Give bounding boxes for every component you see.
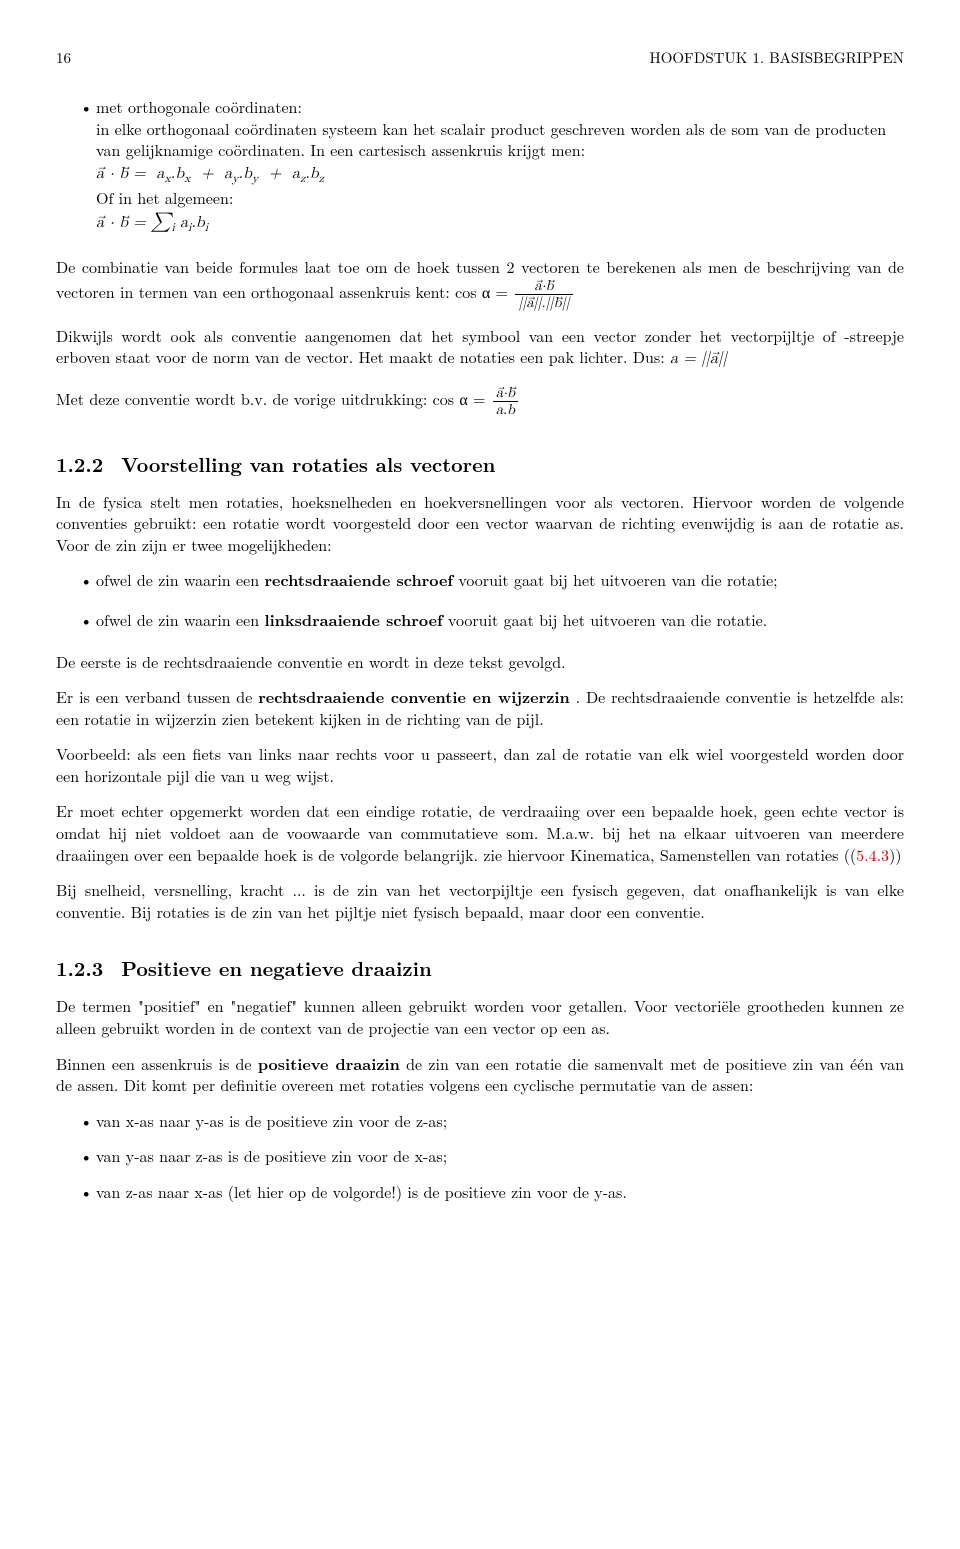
paragraph: Binnen een assenkruis is de positieve dr…: [56, 1053, 904, 1096]
fraction: a⃗·b⃗ a.b: [491, 385, 520, 418]
paragraph: Dikwijls wordt ook als conventie aangeno…: [56, 325, 904, 371]
paragraph: In de fysica stelt men rotaties, hoeksne…: [56, 491, 904, 556]
list-item: van y-as naar z-as is de positieve zin v…: [80, 1145, 904, 1167]
text: vooruit gaat bij het uitvoeren van die r…: [453, 568, 778, 591]
chapter-title: HOOFDSTUK 1. BASISBEGRIPPEN: [649, 48, 904, 68]
bold-term: rechtsdraaiende conventie en wijzerzin: [258, 685, 570, 708]
list-item: van z-as naar x-as (let hier op de volgo…: [80, 1181, 904, 1203]
bullet-list-ortho: met orthogonale coördinaten: in elke ort…: [56, 96, 904, 236]
paragraph: Er moet echter opgemerkt worden dat een …: [56, 800, 904, 865]
text: Binnen een assenkruis is de: [56, 1052, 258, 1075]
text: ofwel de zin waarin een: [96, 608, 264, 631]
fraction: a⃗·b⃗ ||a⃗||.||b⃗||: [513, 278, 574, 311]
list-item: ofwel de zin waarin een rechtsdraaiende …: [80, 569, 904, 591]
section-heading-122: 1.2.2 Voorstelling van rotaties als vecto…: [56, 450, 904, 477]
bold-term: linksdraaiende schroef: [264, 608, 442, 631]
paragraph: De combinatie van beide formules laat to…: [56, 256, 904, 310]
list-item: ofwel de zin waarin een linksdraaiende s…: [80, 609, 904, 631]
text: De combinatie van beide formules laat to…: [56, 255, 904, 302]
text: Er is een verband tussen de: [56, 685, 258, 708]
section-heading-123: 1.2.3 Positieve en negatieve draaizin: [56, 954, 904, 981]
bold-term: rechtsdraaiende schroef: [264, 568, 453, 591]
equation: a⃗ · b⃗ = ax.bx + ay.by + az.bz: [96, 166, 324, 182]
section-title: Positieve en negatieve draaizin: [121, 953, 432, 982]
text: Met deze conventie wordt b.v. de vorige …: [56, 387, 491, 410]
section-title: Voorstelling van rotaties als vectoren: [121, 449, 495, 478]
paragraph: Bij snelheid, versnelling, kracht ... is…: [56, 879, 904, 922]
text: )): [889, 843, 901, 866]
paragraph: Er is een verband tussen de rechtsdraaie…: [56, 686, 904, 729]
bullet-intro: met orthogonale coördinaten:: [96, 95, 302, 118]
page-number: 16: [56, 48, 71, 68]
list-item: met orthogonale coördinaten: in elke ort…: [80, 96, 904, 236]
bullet-list-assen: van x-as naar y-as is de positieve zin v…: [56, 1110, 904, 1203]
text: Dikwijls wordt ook als conventie aangeno…: [56, 324, 904, 369]
paragraph: Met deze conventie wordt b.v. de vorige …: [56, 385, 904, 418]
running-header: 16 HOOFDSTUK 1. BASISBEGRIPPEN: [56, 48, 904, 68]
list-item: van x-as naar y-as is de positieve zin v…: [80, 1110, 904, 1132]
section-number: 1.2.2: [56, 449, 103, 478]
text: vooruit gaat bij het uitvoeren van die r…: [443, 608, 768, 631]
cross-ref-link[interactable]: 5.4.3: [856, 843, 889, 866]
bold-term: positieve draaizin: [258, 1052, 400, 1075]
bullet-list-conventies: ofwel de zin waarin een rechtsdraaiende …: [56, 569, 904, 630]
bullet-body: in elke orthogonaal coördinaten systeem …: [96, 117, 886, 162]
paragraph: De eerste is de rechtsdraaiende conventi…: [56, 651, 904, 673]
equation: a⃗ · b⃗ = ∑i ai.bi: [96, 215, 208, 231]
bullet-body: Of in het algemeen:: [96, 186, 233, 209]
text: ofwel de zin waarin een: [96, 568, 264, 591]
paragraph: Voorbeeld: als een fiets van links naar …: [56, 743, 904, 786]
text: Er moet echter opgemerkt worden dat een …: [56, 799, 904, 865]
paragraph: De termen "positief" en "negatief" kunne…: [56, 995, 904, 1038]
section-number: 1.2.3: [56, 953, 103, 982]
